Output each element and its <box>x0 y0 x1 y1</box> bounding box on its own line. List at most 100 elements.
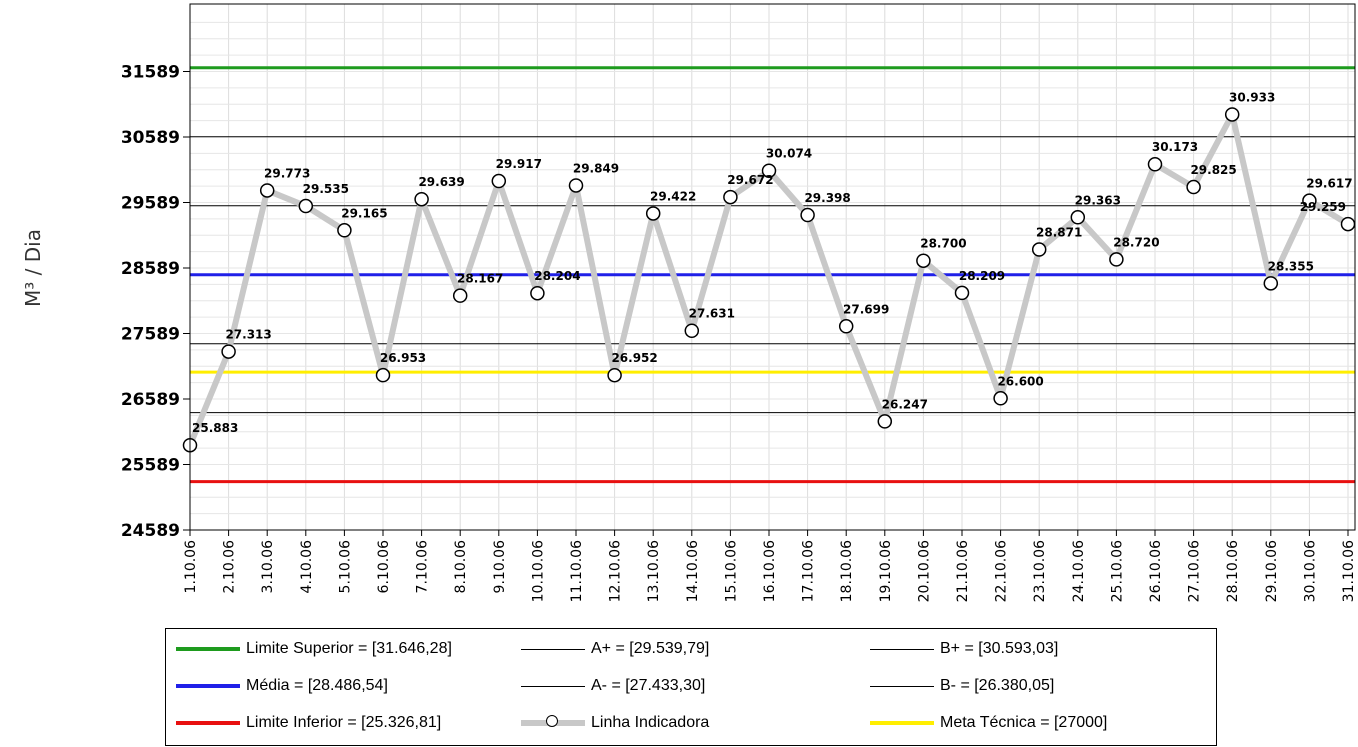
legend-label: Média = [28.486,54] <box>246 677 388 694</box>
data-point-marker <box>1263 276 1279 291</box>
data-point-marker <box>337 223 352 238</box>
x-tick-label: 3.10.06 <box>260 540 276 594</box>
data-label: 28.871 <box>1036 226 1082 240</box>
data-label: 29.165 <box>341 206 387 220</box>
legend-label: Linha Indicadora <box>591 714 710 731</box>
legend-item-meta-tecnica: Meta Técnica = [27000] <box>870 711 1107 735</box>
data-label: 30.933 <box>1229 90 1275 104</box>
data-label: 26.953 <box>380 351 426 365</box>
data-point-marker <box>1224 107 1240 122</box>
legend-swatch-green <box>176 647 240 651</box>
marker-circle-icon <box>546 715 558 727</box>
data-point-marker <box>1186 179 1201 195</box>
data-point-marker <box>877 414 893 429</box>
data-label: 27.699 <box>843 302 889 316</box>
x-tick-label: 10.10.06 <box>530 540 546 602</box>
data-point-marker <box>1031 242 1047 257</box>
data-point-marker <box>645 206 661 221</box>
legend-item-limite-inferior: Limite Inferior = [25.326,81] <box>176 711 441 735</box>
legend-item-b-minus: B- = [26.380,05] <box>870 674 1054 698</box>
x-tick-label: 12.10.06 <box>608 540 624 602</box>
legend-item-limite-superior: Limite Superior = [31.646,28] <box>176 637 452 661</box>
x-tick-label: 16.10.06 <box>762 540 778 602</box>
data-point-marker <box>800 207 815 223</box>
data-label: 29.259 <box>1300 200 1346 214</box>
y-axis-label: M³ / Dia <box>21 229 45 307</box>
data-label: 28.209 <box>959 269 1005 283</box>
legend-label: B- = [26.380,05] <box>940 677 1055 694</box>
legend: Limite Superior = [31.646,28] Média = [2… <box>165 628 1217 746</box>
x-tick-label: 20.10.06 <box>916 540 932 602</box>
legend-label: Limite Inferior = [25.326,81] <box>246 714 442 731</box>
legend-swatch-yellow <box>870 721 934 725</box>
data-point-marker <box>221 344 236 359</box>
data-point-marker <box>1302 193 1317 208</box>
y-tick-label: 25589 <box>121 456 180 476</box>
data-label: 30.173 <box>1152 140 1198 154</box>
x-tick-label: 8.10.06 <box>453 540 469 594</box>
data-point-marker <box>375 367 391 383</box>
data-label: 29.535 <box>303 182 349 196</box>
x-tick-label: 23.10.06 <box>1032 540 1048 602</box>
legend-item-linha-indicadora: Linha Indicadora <box>521 711 709 735</box>
data-point-marker <box>954 285 970 301</box>
x-tick-label: 24.10.06 <box>1071 540 1087 602</box>
data-label: 30.074 <box>766 147 812 161</box>
data-labels: 25.883 27.313 29.773 29.535 29.165 26.953 29.6… <box>192 90 1353 435</box>
y-axis-ticks: 24589 25589 26589 27589 28589 29589 30589 31589 <box>121 63 190 541</box>
data-point-marker <box>530 285 545 301</box>
x-tick-label: 5.10.06 <box>337 540 353 594</box>
legend-label: Meta Técnica = [27000] <box>940 714 1108 731</box>
data-label: 29.773 <box>264 166 310 180</box>
data-label: 29.639 <box>418 175 464 189</box>
x-tick-label: 27.10.06 <box>1187 540 1203 602</box>
x-tick-label: 11.10.06 <box>569 540 585 602</box>
y-tick-label: 29589 <box>121 194 180 214</box>
data-label: 29.825 <box>1190 163 1236 177</box>
x-tick-label: 7.10.06 <box>415 540 431 594</box>
legend-swatch-blue <box>176 684 240 688</box>
data-label: 29.849 <box>573 161 619 175</box>
data-point-marker <box>838 319 854 334</box>
data-label: 27.631 <box>689 307 735 321</box>
data-point-marker <box>1147 156 1163 172</box>
series-line-indicadora <box>182 107 1356 453</box>
x-tick-label: 18.10.06 <box>839 540 855 602</box>
data-point-marker <box>1340 216 1356 232</box>
data-point-marker <box>568 178 584 193</box>
data-label: 29.672 <box>727 173 773 187</box>
data-point-marker <box>761 163 777 178</box>
data-point-marker <box>1109 252 1124 267</box>
legend-item-a-plus: A+ = [29.539,79] <box>521 637 709 661</box>
data-label: 29.398 <box>804 191 850 205</box>
legend-label: A+ = [29.539,79] <box>591 640 710 657</box>
legend-swatch-black <box>521 685 585 687</box>
data-point-marker <box>684 323 700 338</box>
legend-item-media: Média = [28.486,54] <box>176 674 388 698</box>
x-axis-ticks: 1.10.06 2.10.06 3.10.06 4.10.06 5.10.06 6.10.… <box>183 530 1357 602</box>
y-tick-label: 26589 <box>121 390 180 410</box>
x-tick-label: 13.10.06 <box>646 540 662 602</box>
legend-swatch-black <box>521 648 585 650</box>
x-tick-label: 15.10.06 <box>723 540 739 602</box>
x-tick-label: 30.10.06 <box>1302 540 1318 602</box>
x-tick-label: 4.10.06 <box>299 540 315 594</box>
y-tick-label: 24589 <box>121 521 180 541</box>
data-label: 29.422 <box>650 189 696 203</box>
data-label: 29.363 <box>1075 193 1121 207</box>
data-label: 28.355 <box>1268 259 1314 273</box>
x-tick-label: 17.10.06 <box>801 540 817 602</box>
data-point-marker <box>607 367 622 383</box>
y-tick-label: 31589 <box>121 63 180 83</box>
data-point-marker <box>723 189 738 205</box>
data-point-marker <box>259 183 275 198</box>
legend-swatch-black <box>870 685 934 687</box>
x-tick-label: 21.10.06 <box>955 540 971 602</box>
data-point-marker <box>491 173 507 189</box>
x-tick-label: 26.10.06 <box>1148 540 1164 602</box>
x-tick-label: 28.10.06 <box>1225 540 1241 602</box>
reference-lines <box>190 66 1355 484</box>
data-label: 29.917 <box>496 157 542 171</box>
data-label: 26.600 <box>997 374 1043 388</box>
y-tick-label: 28589 <box>121 259 180 279</box>
